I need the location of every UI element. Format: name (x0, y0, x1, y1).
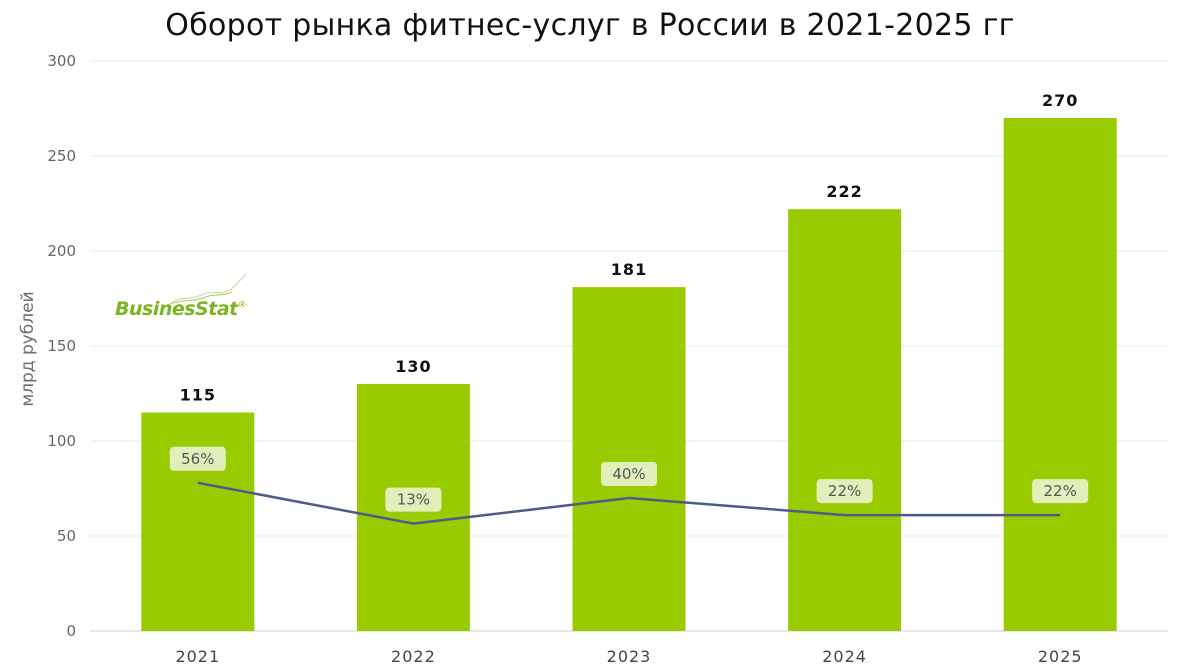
logo-text: BusinesStat® (115, 298, 247, 320)
growth-label: 22% (828, 482, 861, 500)
growth-label-box (816, 479, 873, 504)
x-tick-label: 2021 (175, 647, 220, 666)
logo-wordmark: BusinesStat (115, 298, 238, 320)
y-tick-label: 0 (66, 622, 76, 640)
growth-label: 13% (397, 491, 430, 509)
bars (141, 118, 1117, 631)
growth-label-box (601, 462, 657, 486)
growth-line (197, 481, 1061, 525)
businesstat-logo: BusinesStat® (112, 270, 262, 330)
logo-registered-mark: ® (237, 300, 247, 311)
chart-title: Оборот рынка фитнес-услуг в России в 202… (165, 8, 1015, 43)
y-tick-label: 150 (47, 337, 76, 355)
x-tick-label: 2023 (607, 647, 652, 666)
bar-value-label: 181 (611, 260, 647, 279)
growth-label-box (169, 446, 226, 471)
y-tick-label: 50 (57, 527, 76, 545)
bar (1003, 118, 1117, 631)
growth-line-group (197, 481, 1061, 525)
bar-value-label: 222 (826, 182, 862, 201)
bar (572, 287, 686, 631)
growth-label: 40% (612, 465, 645, 483)
growth-label: 56% (181, 450, 214, 468)
bar-value-label: 130 (395, 357, 431, 376)
y-tick-label: 250 (47, 147, 76, 165)
growth-label-box (1032, 479, 1089, 504)
logo-swoosh-icon (169, 273, 247, 305)
bar-value-label: 115 (180, 386, 216, 405)
bar-value-label: 270 (1042, 91, 1078, 110)
bar (788, 209, 902, 631)
x-tick-label: 2024 (822, 647, 867, 666)
x-tick-label: 2022 (391, 647, 436, 666)
y-tick-label: 100 (47, 432, 76, 450)
y-tick-label: 300 (47, 52, 76, 70)
growth-label-box (385, 487, 442, 512)
bar (141, 412, 255, 631)
x-tick-label: 2025 (1038, 647, 1083, 666)
y-tick-label: 200 (47, 242, 76, 260)
growth-label: 22% (1044, 482, 1077, 500)
labels: 115 2021 130 2022 181 2023 222 2024 270 2025 56% 13… (169, 91, 1089, 666)
